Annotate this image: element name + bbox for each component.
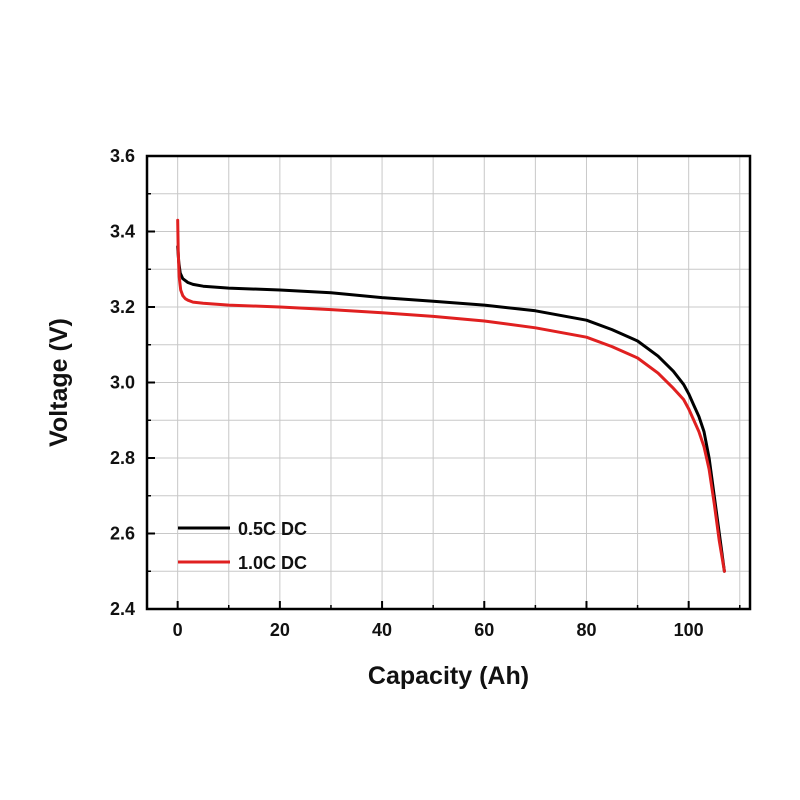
x-tick-label: 0 [173,620,183,640]
y-tick-label: 3.2 [110,297,135,317]
x-tick-label: 40 [372,620,392,640]
tick-labels: 0 20 40 60 80 100 2.4 2.6 2.8 3.0 3.2 3.4 3.6 [110,146,704,640]
y-tick-label: 3.0 [110,373,135,393]
series-line-black [176,245,726,573]
series-line-red [176,218,726,573]
y-tick-label: 2.6 [110,524,135,544]
x-axis-title: Capacity (Ah) [368,662,529,690]
series-lines [176,218,726,573]
y-tick-label: 2.4 [110,599,135,619]
x-tick-label: 80 [576,620,596,640]
legend-label: 0.5C DC [238,519,307,539]
legend: 0.5C DC 1.0C DC [178,519,307,573]
x-tick-label: 60 [474,620,494,640]
y-axis-title: Voltage (V) [45,318,73,447]
y-tick-label: 3.4 [110,222,135,242]
y-tick-label: 2.8 [110,448,135,468]
axis-ticks [147,155,741,610]
x-tick-label: 20 [270,620,290,640]
grid [147,156,750,609]
legend-label: 1.0C DC [238,553,307,573]
y-tick-label: 3.6 [110,146,135,166]
x-tick-label: 100 [674,620,704,640]
